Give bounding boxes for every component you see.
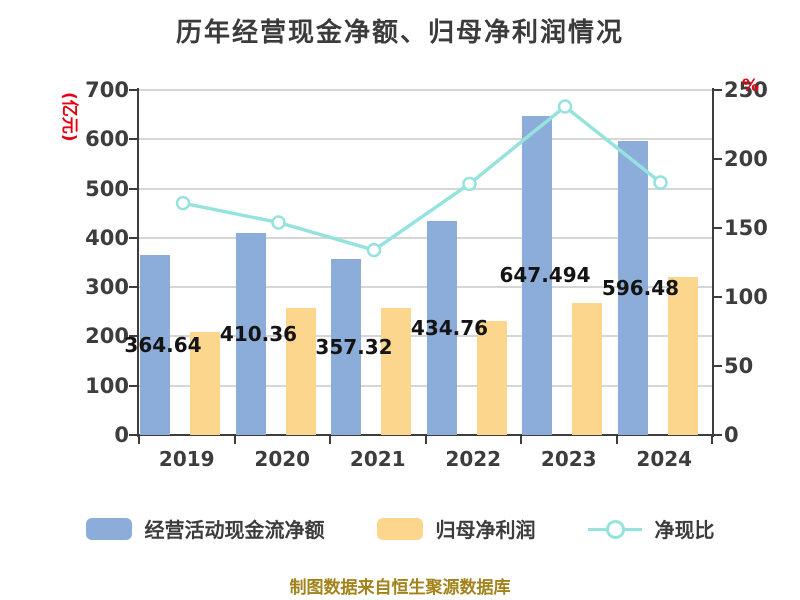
right-axis-tick-label-0: 0	[724, 423, 739, 447]
bar-netprofit-2019	[190, 331, 220, 435]
left-axis-tick-label-600: 600	[85, 127, 129, 152]
bar-value-label-2019: 364.64	[124, 333, 202, 358]
bar-netprofit-2020	[285, 307, 316, 435]
legend-label: 归母净利润	[435, 518, 536, 542]
left-axis-tick-label-200: 200	[85, 324, 129, 349]
left-axis-line	[137, 88, 139, 437]
bar-cashflow-2019	[140, 255, 170, 435]
right-tick-150	[714, 227, 722, 229]
legend-swatch-icon	[85, 517, 132, 540]
x-axis-tick-4	[520, 435, 522, 444]
right-axis-tick-label-250: 250	[724, 78, 768, 102]
bar-cashflow-2021	[331, 258, 361, 435]
x-axis-label-2023: 2023	[540, 447, 597, 471]
left-tick-400	[129, 236, 137, 239]
ratio-line-marker-2021	[366, 242, 382, 258]
bar-value-label-2024: 596.48	[601, 276, 680, 300]
bar-cashflow-2020	[235, 232, 266, 435]
left-tick-200	[129, 335, 137, 338]
bar-value-label-2020: 410.36	[219, 321, 298, 346]
bar-cashflow-2022	[426, 220, 457, 435]
right-tick-200	[714, 158, 722, 160]
chart-legend: 经营活动现金流净额 归母净利润 净现比	[0, 514, 800, 543]
legend-line-circle	[605, 519, 625, 539]
left-tick-700	[129, 89, 137, 91]
gridline-300	[139, 286, 712, 289]
left-tick-600	[129, 138, 137, 141]
bar-cashflow-2023	[522, 115, 552, 435]
x-axis-tick-0	[138, 435, 140, 444]
right-axis-unit-label: %	[742, 76, 760, 96]
x-axis-tick-2	[329, 435, 331, 444]
right-tick-250	[714, 89, 722, 91]
gridline-600	[139, 138, 712, 141]
bar-netprofit-2023	[572, 302, 602, 435]
right-axis-tick-label-200: 200	[724, 147, 768, 171]
legend-label: 经营活动现金流净额	[144, 518, 325, 542]
gridline-100	[139, 384, 712, 387]
ratio-line-marker-2019	[175, 195, 191, 211]
ratio-line-marker-2023	[557, 99, 573, 114]
x-axis-label-2021: 2021	[349, 447, 406, 471]
left-axis-tick-label-500: 500	[85, 176, 129, 201]
left-tick-500	[129, 187, 137, 190]
left-tick-300	[129, 286, 137, 289]
gridline-500	[139, 187, 712, 190]
x-axis-label-2024: 2024	[636, 447, 693, 471]
x-axis-label-2019: 2019	[158, 447, 215, 471]
right-axis-tick-label-150: 150	[724, 216, 768, 240]
ratio-line	[181, 104, 663, 252]
x-axis-tick-5	[615, 435, 618, 444]
left-axis-tick-label-100: 100	[85, 373, 129, 398]
legend-line-marker-icon	[587, 518, 642, 540]
legend-item-ratio: 净现比	[587, 514, 715, 543]
bar-cashflow-2024	[617, 141, 648, 435]
right-tick-0	[714, 434, 722, 436]
x-axis-label-2020: 2020	[254, 447, 311, 471]
left-axis-tick-label-0: 0	[114, 423, 129, 447]
gridline-700	[139, 89, 712, 91]
bar-value-label-2021: 357.32	[315, 334, 393, 359]
bar-netprofit-2021	[381, 307, 411, 435]
legend-item-netprofit: 归母净利润	[376, 514, 536, 543]
left-tick-0	[129, 434, 137, 436]
right-axis-line	[712, 88, 714, 437]
bar-value-label-2022: 434.76	[410, 315, 489, 340]
ratio-line-marker-2024	[653, 175, 668, 190]
x-axis-tick-1	[233, 435, 236, 444]
left-axis-tick-label-400: 400	[85, 225, 129, 250]
data-source-footer: 制图数据来自恒生聚源数据库	[289, 578, 511, 598]
gridline-200	[139, 335, 712, 338]
x-axis-tick-3	[424, 435, 427, 444]
right-tick-100	[714, 296, 722, 298]
legend-item-cashflow: 经营活动现金流净额	[85, 514, 325, 543]
right-axis-tick-label-100: 100	[724, 285, 768, 309]
x-axis-tick-6	[711, 435, 713, 444]
left-axis-tick-label-700: 700	[85, 78, 129, 102]
chart-title: 历年经营现金净额、归母净利润情况	[175, 18, 624, 48]
right-tick-50	[714, 365, 722, 367]
ratio-line-marker-2020	[271, 215, 286, 230]
ratio-line-marker-2022	[462, 176, 477, 192]
bar-netprofit-2022	[476, 321, 507, 435]
x-axis-label-2022: 2022	[445, 447, 502, 471]
gridline-400	[139, 236, 712, 239]
right-axis-tick-label-50: 50	[724, 354, 754, 378]
legend-label: 净现比	[654, 518, 715, 542]
legend-swatch-icon	[376, 517, 423, 540]
left-axis-tick-label-300: 300	[85, 275, 129, 300]
bar-value-label-2023: 647.494	[499, 263, 591, 288]
left-tick-100	[129, 384, 137, 387]
bar-netprofit-2024	[667, 276, 698, 435]
